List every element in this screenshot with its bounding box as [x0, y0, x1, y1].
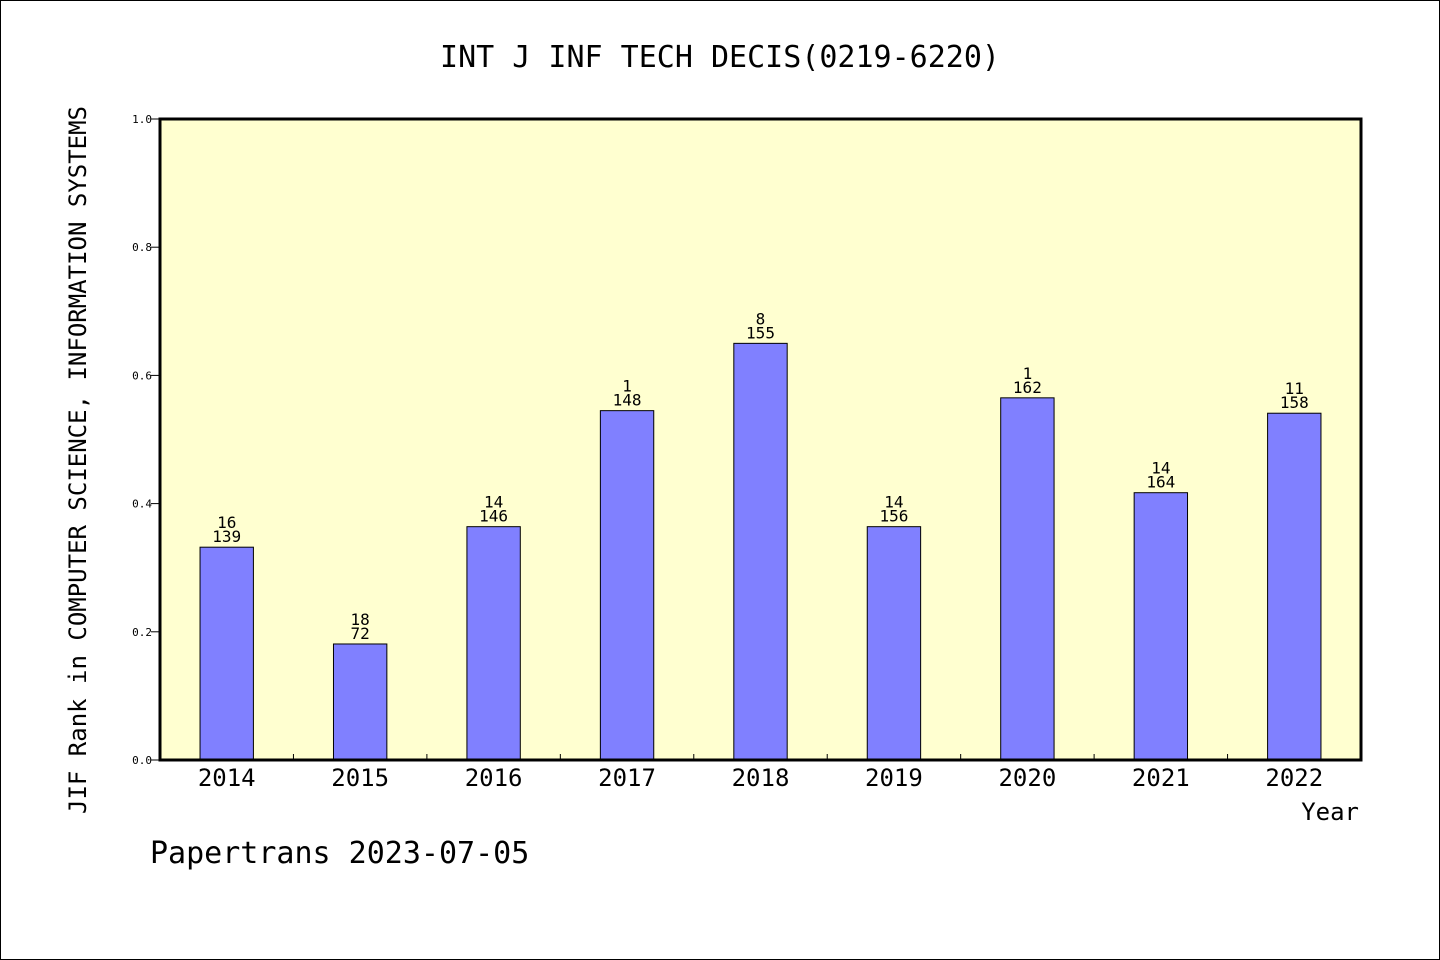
y-tick-label: 0.4	[132, 498, 152, 511]
y-tick-label: 1.0	[132, 113, 152, 126]
y-tick-label: 0.2	[132, 626, 152, 639]
bar-label-top: 14	[484, 493, 503, 512]
x-axis-label: Year	[1301, 798, 1359, 826]
bar-label-top: 1	[622, 377, 632, 396]
x-tick-label: 2017	[598, 764, 656, 792]
plot-border	[158, 117, 1363, 762]
bar-label-top: 16	[217, 513, 236, 532]
chart-title: INT J INF TECH DECIS(0219-6220)	[440, 40, 1000, 75]
x-tick-label: 2018	[732, 764, 790, 792]
y-tick-label: 0.8	[132, 241, 152, 254]
bar-label-top: 14	[884, 493, 903, 512]
bar-label-bottom: 72	[351, 624, 370, 643]
bar-2015	[332, 643, 388, 761]
bar-2020	[1000, 397, 1055, 761]
y-axis-label: JIF Rank in COMPUTER SCIENCE, INFORMATIO…	[64, 106, 92, 814]
bar-2014	[199, 546, 254, 761]
bar-label-top: 18	[351, 610, 370, 629]
x-tick-label: 2022	[1265, 764, 1323, 792]
x-tick-label: 2014	[198, 764, 256, 792]
bar-labels-group: 1613918721414611488155141561162141641115…	[212, 309, 1308, 643]
bar-label-top: 1	[1023, 364, 1033, 383]
bar-2019	[866, 526, 922, 761]
x-tick-label: 2021	[1132, 764, 1190, 792]
bars-group	[199, 342, 1322, 761]
bar-label-bottom: 164	[1146, 473, 1175, 492]
x-tick-label: 2016	[465, 764, 523, 792]
bar-label-bottom: 155	[746, 323, 775, 342]
bar-label-top: 11	[1285, 379, 1304, 398]
y-axis-ticks: 0.0 0.2 0.4 0.6 0.8 1.0	[132, 113, 160, 767]
bar-2018	[733, 342, 788, 761]
y-tick-label: 0.0	[132, 754, 152, 767]
bar-2016	[466, 526, 521, 761]
y-tick-label: 0.6	[132, 369, 152, 382]
bar-label-bottom: 156	[879, 507, 908, 526]
bar-2021	[1133, 492, 1189, 761]
bar-label-bottom: 139	[212, 527, 241, 546]
bar-2017	[599, 410, 655, 761]
bar-label-bottom: 148	[613, 391, 642, 410]
footer-text: Papertrans 2023-07-05	[150, 836, 529, 871]
bar-label-bottom: 158	[1280, 393, 1309, 412]
x-tick-label: 2015	[331, 764, 389, 792]
bar-label-top: 14	[1151, 459, 1170, 478]
bar-2022	[1267, 412, 1322, 761]
x-tick-label: 2019	[865, 764, 923, 792]
x-tick-label: 2020	[998, 764, 1056, 792]
bar-label-top: 8	[756, 309, 766, 328]
bar-label-bottom: 162	[1013, 378, 1042, 397]
bar-label-bottom: 146	[479, 507, 508, 526]
x-tick-labels-group: 2014 2015 2016 2017 2018 2019 2020 2021 2022	[198, 764, 1323, 792]
